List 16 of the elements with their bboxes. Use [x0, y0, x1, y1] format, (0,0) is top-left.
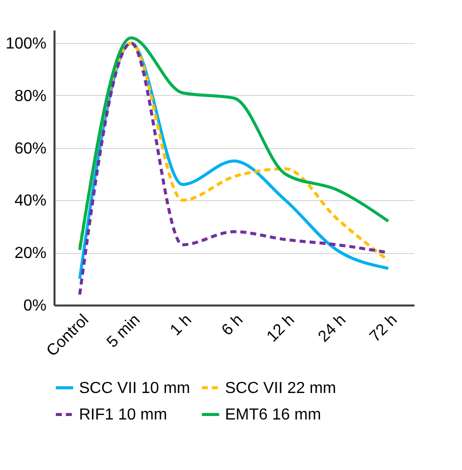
x-tick-label: 1 h	[167, 312, 196, 340]
legend-label: EMT6 16 mm	[225, 406, 322, 424]
y-tick-label: 0%	[23, 298, 46, 314]
y-tick-label: 40%	[14, 192, 46, 210]
legend-label: SCC VII 10 mm	[79, 380, 190, 397]
y-tick-label: 100%	[6, 36, 46, 53]
x-tick-label: 12 h	[264, 312, 298, 346]
y-tick-label: 20%	[14, 245, 46, 262]
y-tick-label: 60%	[14, 140, 46, 158]
y-tick-label: 80%	[14, 88, 46, 105]
x-tick-label: 72 h	[366, 312, 401, 346]
x-tick-label: 6 h	[218, 312, 247, 340]
x-tick-label: 5 min	[104, 312, 144, 352]
x-tick-label: 24 h	[315, 312, 350, 346]
legend-label: RIF1 10 mm	[79, 406, 168, 424]
legend-label: SCC VII 22 mm	[225, 380, 336, 397]
